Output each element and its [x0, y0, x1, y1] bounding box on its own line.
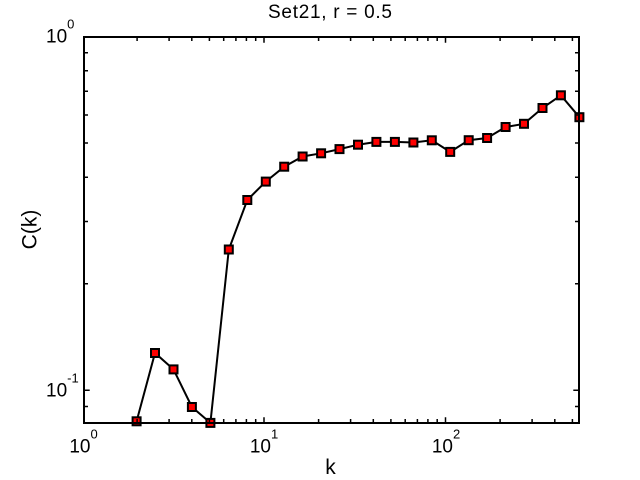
- svg-text:k: k: [325, 456, 336, 479]
- svg-text:C(k): C(k): [19, 210, 42, 250]
- svg-text:Set21, r = 0.5: Set21, r = 0.5: [268, 2, 392, 23]
